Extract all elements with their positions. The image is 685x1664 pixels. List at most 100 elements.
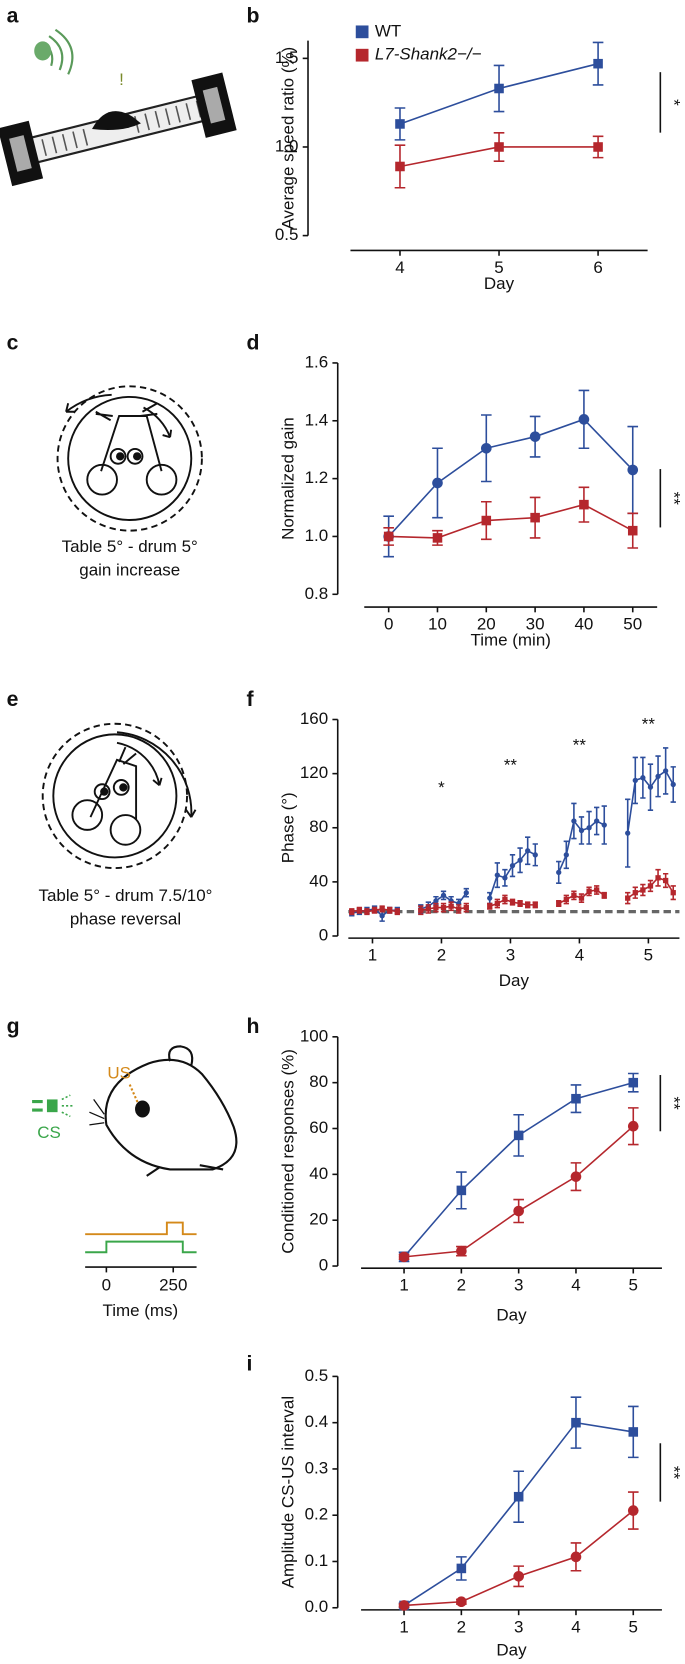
- x-tick-label: 2: [437, 946, 446, 965]
- x-tick-label: 5: [494, 258, 503, 277]
- y-tick-label: 100: [300, 1026, 328, 1045]
- x-tick-label: 1: [368, 946, 377, 965]
- significance-label: **: [573, 736, 587, 755]
- y-tick-label: 0.4: [305, 1412, 329, 1431]
- data-point: [532, 902, 538, 908]
- caption: gain increase: [79, 560, 180, 579]
- data-point: [502, 875, 508, 881]
- data-point: [494, 142, 504, 152]
- data-point: [525, 848, 531, 854]
- x-tick-label: 2: [457, 1276, 466, 1295]
- time-tick-label: 250: [159, 1276, 187, 1295]
- y-axis-label: Amplitude CS-US interval: [278, 1396, 297, 1588]
- data-point: [578, 414, 590, 425]
- series-line: [403, 1081, 634, 1258]
- data-point: [379, 913, 385, 919]
- data-point: [586, 888, 592, 895]
- y-tick-label: 0.1: [305, 1551, 329, 1570]
- data-point: [625, 895, 631, 901]
- y-tick-label: 1.0: [305, 526, 329, 545]
- y-tick-label: 0.5: [305, 1366, 329, 1385]
- data-point: [398, 1600, 410, 1611]
- x-tick-label: 1: [399, 1276, 408, 1295]
- data-point: [481, 515, 492, 526]
- data-point: [383, 531, 394, 542]
- data-point: [456, 1596, 467, 1608]
- data-point: [529, 431, 541, 442]
- data-point: [513, 1130, 524, 1141]
- data-point: [601, 822, 607, 828]
- time-axis-label: Time (ms): [102, 1301, 178, 1320]
- data-point: [640, 775, 646, 781]
- data-point: [509, 899, 516, 905]
- y-tick-label: 80: [309, 1072, 328, 1091]
- panel-label: f: [246, 688, 254, 711]
- data-point: [418, 907, 424, 913]
- data-point: [647, 784, 654, 790]
- y-tick-label: 40: [309, 871, 328, 890]
- us-label: US: [107, 1063, 131, 1082]
- x-tick-label: 5: [629, 1617, 638, 1636]
- data-point: [670, 890, 676, 896]
- data-point: [456, 1245, 467, 1257]
- x-tick-label: 3: [506, 946, 515, 965]
- y-tick-label: 0.0: [305, 1597, 329, 1616]
- data-point: [578, 827, 585, 834]
- data-point: [586, 825, 592, 831]
- x-axis-label: Day: [496, 1305, 527, 1324]
- caption: phase reversal: [70, 910, 181, 929]
- significance-label: **: [642, 714, 656, 733]
- y-tick-label: 120: [300, 763, 328, 782]
- panel-label: d: [246, 331, 259, 354]
- data-point: [387, 907, 393, 913]
- x-tick-label: 40: [574, 615, 593, 634]
- data-point: [487, 903, 493, 909]
- significance-label: *: [665, 99, 684, 106]
- y-axis-label: Conditioned responses (%): [278, 1049, 297, 1254]
- data-point: [517, 857, 523, 863]
- alert-mark: !: [119, 70, 124, 89]
- data-point: [556, 869, 562, 876]
- data-point: [594, 887, 600, 893]
- x-axis-label: Time (min): [470, 630, 550, 649]
- data-point: [578, 895, 585, 901]
- y-tick-label: 80: [309, 817, 328, 836]
- cs-label: CS: [37, 1123, 61, 1142]
- y-tick-label: 0: [319, 1256, 328, 1275]
- data-point: [632, 890, 638, 896]
- x-tick-label: 4: [571, 1617, 580, 1636]
- significance-label: **: [665, 492, 684, 506]
- data-point: [433, 898, 439, 904]
- x-tick-label: 6: [593, 258, 602, 277]
- data-point: [364, 908, 370, 915]
- data-point: [456, 906, 462, 912]
- data-point: [571, 1093, 581, 1104]
- x-tick-label: 5: [629, 1276, 638, 1295]
- y-tick-label: 0.8: [305, 584, 329, 603]
- x-axis-label: Day: [484, 274, 515, 293]
- data-point: [627, 1505, 639, 1516]
- data-point: [425, 906, 432, 912]
- data-point: [456, 1563, 467, 1574]
- panel-label: a: [7, 5, 19, 28]
- panel-label: i: [246, 1352, 252, 1375]
- panel-label: g: [7, 1015, 20, 1038]
- data-point: [632, 777, 638, 784]
- y-tick-label: 1.2: [305, 468, 329, 487]
- data-point: [356, 907, 363, 913]
- data-point: [513, 1491, 524, 1502]
- legend-label: L7-Shank2−/−: [375, 45, 482, 64]
- series-line: [388, 418, 634, 537]
- data-point: [525, 902, 531, 908]
- data-point: [448, 903, 454, 909]
- data-point: [432, 477, 443, 489]
- x-tick-label: 50: [623, 615, 642, 634]
- x-tick-label: 2: [457, 1617, 466, 1636]
- illustration-a: !: [0, 28, 237, 187]
- x-tick-label: 10: [428, 615, 447, 634]
- x-tick-label: 5: [644, 946, 653, 965]
- data-point: [509, 862, 516, 869]
- data-point: [456, 1185, 467, 1196]
- significance-label: **: [504, 756, 518, 775]
- x-tick-label: 20: [477, 615, 496, 634]
